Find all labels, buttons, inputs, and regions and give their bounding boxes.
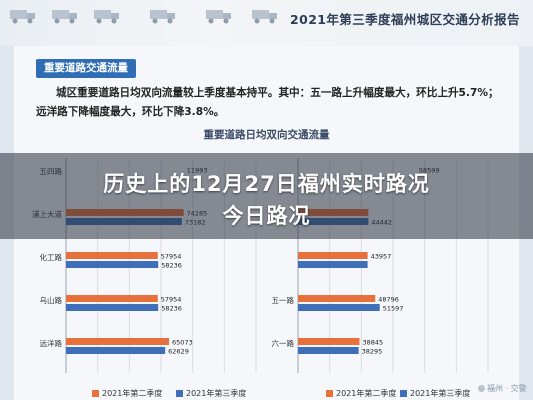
truck-icon bbox=[10, 10, 35, 24]
legend-swatch bbox=[400, 390, 407, 397]
legend-swatch bbox=[176, 390, 183, 397]
legend-label: 2021年第二季度 bbox=[336, 389, 397, 398]
report-title: 2021年第三季度福州城区交通分析报告 bbox=[290, 12, 520, 27]
section-paragraph: 城区重要道路日均双向流量较上季度基本持平。其中：五一路上升幅度最大，环比上升5.… bbox=[36, 87, 499, 118]
category-label: 六一路 bbox=[272, 338, 295, 348]
data-bar bbox=[66, 295, 158, 302]
headline-title: 历史上的12月27日福州实时路况 bbox=[103, 172, 430, 196]
police-badge-icon bbox=[478, 385, 485, 392]
section-tag: 重要道路交通流量 bbox=[36, 59, 136, 78]
data-label: 51597 bbox=[383, 305, 404, 313]
data-bar bbox=[298, 295, 376, 302]
legend-item: 2021年第二季度 bbox=[326, 388, 396, 399]
data-bar bbox=[66, 338, 170, 345]
data-label: 58236 bbox=[161, 262, 182, 270]
data-label: 58236 bbox=[161, 305, 182, 313]
legend-label: 2021年第三季度 bbox=[410, 389, 471, 398]
category-label: 化工路 bbox=[40, 252, 63, 262]
data-bar bbox=[298, 338, 360, 345]
chart-legend: 2021年第二季度 2021年第三季度 2021年第二季度 2021年第三季度 bbox=[14, 388, 519, 400]
category-label: 五一路 bbox=[272, 295, 295, 305]
headline-subtitle: 今日路况 bbox=[222, 204, 311, 228]
truck-icon bbox=[252, 10, 277, 24]
legend-swatch bbox=[326, 390, 333, 397]
data-label: 57954 bbox=[161, 296, 182, 304]
data-bar bbox=[298, 347, 359, 354]
legend-swatch bbox=[92, 390, 99, 397]
truck-icon bbox=[150, 10, 175, 24]
data-bar bbox=[298, 252, 368, 259]
data-bar bbox=[66, 347, 166, 354]
data-label: 43957 bbox=[371, 253, 392, 261]
data-bar bbox=[298, 304, 380, 311]
legend-item: 2021年第三季度 bbox=[176, 388, 246, 399]
truck-icon bbox=[206, 10, 231, 24]
watermark-text: 福州 · 交警 bbox=[487, 384, 527, 393]
data-label: 38845 bbox=[363, 339, 384, 347]
data-label: 38295 bbox=[362, 348, 383, 356]
category-label: 远洋路 bbox=[40, 338, 63, 348]
legend-item: 2021年第三季度 bbox=[400, 388, 470, 399]
chart-title: 重要道路日均双向交通流量 bbox=[203, 129, 330, 141]
data-bar bbox=[66, 252, 158, 259]
legend-item: 2021年第二季度 bbox=[92, 388, 162, 399]
data-bar bbox=[66, 304, 159, 311]
truck-icon bbox=[52, 10, 77, 24]
headline-overlay bbox=[0, 153, 533, 239]
data-bar bbox=[66, 261, 159, 268]
data-label: 62629 bbox=[168, 348, 189, 356]
watermark: 福州 · 交警 bbox=[478, 383, 527, 394]
truck-icon bbox=[94, 10, 119, 24]
data-label: 65073 bbox=[172, 339, 193, 347]
legend-label: 2021年第二季度 bbox=[102, 389, 163, 398]
data-label: 57954 bbox=[161, 253, 182, 261]
data-label: 48796 bbox=[378, 296, 399, 304]
legend-label: 2021年第三季度 bbox=[186, 389, 247, 398]
category-label: 乌山路 bbox=[40, 295, 63, 305]
data-bar bbox=[298, 261, 368, 268]
truck-illustration-strip bbox=[0, 0, 285, 44]
report-header: 2021年第三季度福州城区交通分析报告 bbox=[0, 0, 533, 46]
